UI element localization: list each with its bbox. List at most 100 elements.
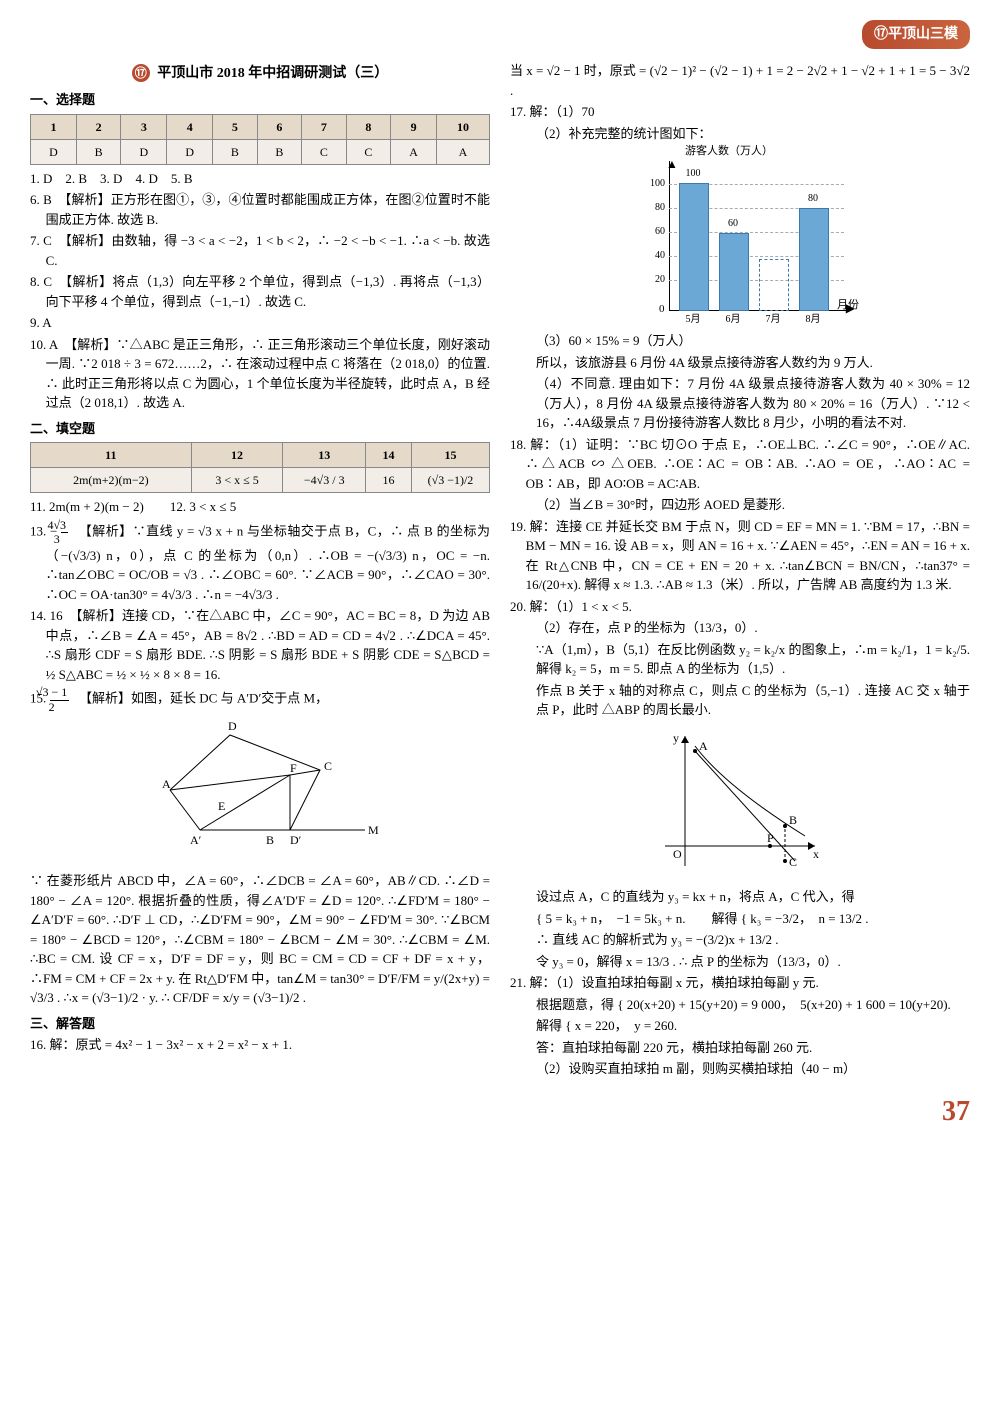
svg-text:C: C — [789, 855, 797, 869]
page-number: 37 — [30, 1091, 970, 1133]
svg-text:A′: A′ — [190, 833, 202, 847]
bar-label: 100 — [679, 166, 707, 181]
y-axis-label: 游客人数（万人） — [685, 143, 773, 160]
title-text: 平顶山市 2018 年中招调研测试（三） — [157, 66, 388, 81]
q17b: （2）补充完整的统计图如下： — [510, 124, 970, 144]
ans2-h: 12 — [191, 443, 283, 468]
q20c: ∵A（1,m），B（5,1）在反比例函数 y₂ = k₂/x 的图象上，∴m =… — [510, 640, 970, 679]
ans-c: B — [76, 139, 121, 164]
xtick: 5月 — [675, 312, 711, 327]
svg-text:C: C — [324, 759, 332, 773]
ans-c: C — [346, 139, 391, 164]
ytick: 60 — [645, 224, 665, 239]
q18a: 18. 解：（1）证明：∵BC 切⊙O 于点 E，∴OE⊥BC. ∴∠C = 9… — [510, 435, 970, 494]
frac: 4√33 — [61, 519, 68, 546]
answer-table-1: 1 2 3 4 5 6 7 8 9 10 D B D D B B C C A A — [30, 114, 490, 165]
q20f: ∴ 直线 AC 的解析式为 y₃ = −(3/2)x + 13/2 . — [510, 930, 970, 950]
q17a: 17. 解：（1）70 — [510, 102, 970, 122]
ans-h: 4 — [167, 114, 213, 139]
ytick: 20 — [645, 272, 665, 287]
ans-h: 7 — [302, 114, 347, 139]
answer-table-2: 11 12 13 14 15 2m(m+2)(m−2) 3 < x ≤ 5 −4… — [30, 442, 490, 493]
ans2-c: 16 — [366, 468, 412, 493]
q20a: 20. 解：（1）1 < x < 5. — [510, 597, 970, 617]
q14: 14. 16 【解析】连接 CD，∵在△ABC 中，∠C = 90°，AC = … — [30, 606, 490, 684]
svg-text:E: E — [218, 799, 225, 813]
q20g: 令 y₃ = 0，解得 x = 13/3 . ∴ 点 P 的坐标为（13/3，0… — [510, 952, 970, 972]
q16b: 当 x = √2 − 1 时，原式 = (√2 − 1)² − (√2 − 1)… — [510, 61, 970, 100]
ans-h: 5 — [213, 114, 258, 139]
svg-text:F: F — [290, 761, 297, 775]
ans-h: 10 — [437, 114, 490, 139]
q7: 7. C 【解析】由数轴，得 −3 < a < −2，1 < b < 2，∴ −… — [30, 231, 490, 270]
ans2-c: 2m(m+2)(m−2) — [31, 468, 192, 493]
r11: 11. 2m(m + 2)(m − 2) 12. 3 < x ≤ 5 — [30, 497, 490, 517]
q8: 8. C 【解析】将点（1,3）向左平移 2 个单位，得到点（−1,3）. 再将… — [30, 272, 490, 311]
q17d: 所以，该旅游县 6 月份 4A 级景点接待游客人数约为 9 万人. — [510, 353, 970, 373]
svg-text:O: O — [673, 847, 682, 861]
ans-c: C — [302, 139, 347, 164]
q19: 19. 解：连接 CE 并延长交 BM 于点 N，则 CD = EF = MN … — [510, 517, 970, 595]
q13: 13. − 4√33 【解析】∵直线 y = √3 x + n 与坐标轴交于点 … — [30, 519, 490, 605]
svg-text:D′: D′ — [290, 833, 302, 847]
ans2-c: (√3 −1)/2 — [411, 468, 489, 493]
ans-h: 1 — [31, 114, 77, 139]
frac: √3 − 12 — [50, 686, 70, 713]
arrow-icon: ▲ — [666, 155, 678, 173]
q21d: 答：直拍球拍每副 220 元，横拍球拍每副 260 元. — [510, 1038, 970, 1058]
bar-chart: 游客人数（万人） ▲ ▶ 20 40 60 80 100 100 60 80 5… — [625, 147, 855, 327]
row-ans: 1. D 2. B 3. D 4. D 5. B — [30, 169, 490, 189]
q21e: （2）设购买直拍球拍 m 副，则购买横拍球拍（40 − m） — [510, 1059, 970, 1079]
ans2-h: 14 — [366, 443, 412, 468]
bar-6 — [719, 233, 749, 311]
main-title: ⑰ 平顶山市 2018 年中招调研测试（三） — [30, 63, 490, 84]
ans-c: B — [257, 139, 302, 164]
ans2-c: −4√3 / 3 — [283, 468, 366, 493]
ans2-h: 11 — [31, 443, 192, 468]
ans-h: 2 — [76, 114, 121, 139]
ytick: 100 — [645, 176, 665, 191]
bar-label: 80 — [799, 191, 827, 206]
ans2-h: 15 — [411, 443, 489, 468]
q16: 16. 解：原式 = 4x² − 1 − 3x² − x + 2 = x² − … — [30, 1035, 490, 1055]
ans-c: A — [437, 139, 490, 164]
section-title-3: 三、解答题 — [30, 1014, 490, 1034]
svg-text:A: A — [699, 739, 708, 753]
bar-5 — [679, 183, 709, 311]
ytick: 80 — [645, 200, 665, 215]
ans-h: 8 — [346, 114, 391, 139]
svg-text:P: P — [767, 831, 774, 845]
q10: 10. A 【解析】∵△ABC 是正三角形，∴ 正三角形滚动三个单位长度，刚好滚… — [30, 335, 490, 413]
q21b: 根据题意，得 { 20(x+20) + 15(y+20) = 9 000， 5(… — [510, 995, 970, 1015]
badge-icon: ⑰ — [132, 64, 150, 82]
svg-text:B: B — [266, 833, 274, 847]
q20e: 设过点 A，C 的直线为 y₃ = kx + n，将点 A，C 代入，得 — [510, 887, 970, 907]
ans-c: D — [121, 139, 167, 164]
ans-c: A — [391, 139, 437, 164]
svg-text:y: y — [673, 731, 679, 745]
ans2-h: 13 — [283, 443, 366, 468]
q15: 15. √3 − 12 【解析】如图，延长 DC 与 A′D′交于点 M， — [30, 686, 490, 713]
xtick: 7月 — [755, 312, 791, 327]
q18b: （2）当∠B = 30°时，四边形 AOED 是菱形. — [510, 495, 970, 515]
q9: 9. A — [30, 313, 490, 333]
svg-text:D: D — [228, 720, 237, 733]
rhombus-diagram: D A C F E A′ B D′ M — [30, 720, 490, 866]
svg-text:M: M — [368, 823, 379, 837]
ans-c: D — [31, 139, 77, 164]
q20eqs: { 5 = k₃ + n， −1 = 5k₃ + n. 解得 { k₃ = −3… — [510, 909, 970, 929]
ans-h: 9 — [391, 114, 437, 139]
q6: 6. B 【解析】正方形在图①，③，④位置时都能围成正方体，在图②位置时不能围成… — [30, 190, 490, 229]
ans2-c: 3 < x ≤ 5 — [191, 468, 283, 493]
q17e: （4）不同意. 理由如下：7 月份 4A 级景点接待游客人数为 40 × 30%… — [510, 374, 970, 433]
origin-label: 0 — [659, 301, 665, 318]
q20d: 作点 B 关于 x 轴的对称点 C，则点 C 的坐标为（5,−1）. 连接 AC… — [510, 681, 970, 720]
ans-c: D — [167, 139, 213, 164]
ans-h: 6 — [257, 114, 302, 139]
svg-text:A: A — [162, 777, 171, 791]
x-axis-label: 月份 — [837, 297, 859, 314]
ans-h: 3 — [121, 114, 167, 139]
q21a: 21. 解：（1）设直拍球拍每副 x 元，横拍球拍每副 y 元. — [510, 973, 970, 993]
ans-c: B — [213, 139, 258, 164]
bar-label: 60 — [719, 216, 747, 231]
